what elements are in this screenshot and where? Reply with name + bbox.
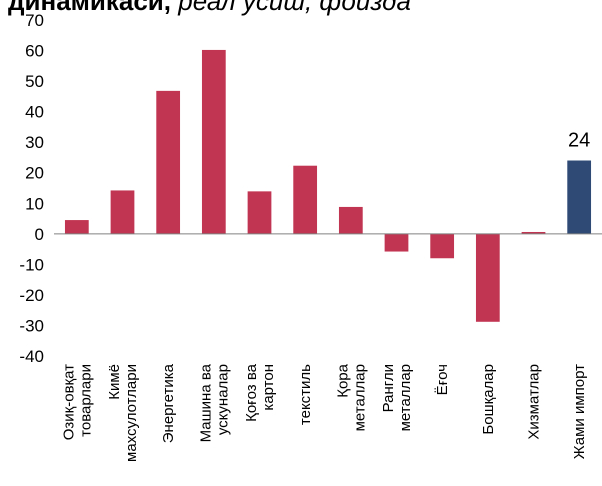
x-tick-label: Хизматлар [526,364,543,440]
y-tick-label: 20 [25,164,44,183]
x-tick-label: Жами импорт [571,364,588,459]
y-tick-label: 60 [25,42,44,61]
bar-7 [384,233,409,252]
chart-title: динамикаси, реал ўсиш, фоизда [8,0,411,17]
y-tick-label: 70 [25,11,44,30]
chart-title-bold: динамикаси, [8,0,172,16]
x-tick-label: Энергетика [160,363,177,443]
y-tick-label: 0 [35,225,44,244]
y-tick-label: -40 [19,347,44,366]
x-tick-label: махсулотлари [123,364,140,462]
bars [64,49,592,322]
x-tick-label: Рангли [380,364,397,412]
x-tick-label: металлар [397,364,414,431]
bar-0 [64,220,89,234]
y-tick-label: -10 [19,255,44,274]
y-tick-label: 10 [25,194,44,213]
bar-3 [201,49,226,234]
y-tick-label: 50 [25,72,44,91]
data-labels: 24 [568,130,590,152]
x-tick-label: текстиль [297,364,314,425]
x-tick-label: Ёғоч [434,364,451,395]
x-tick-label: Кимё [106,364,123,400]
x-tick-label: ускуналар [214,364,231,435]
x-tick-label: Машина ва [197,363,214,442]
bar-9 [475,233,500,322]
bar-2 [156,90,181,234]
bar-6 [338,206,363,234]
bar-1 [110,190,135,234]
bar-4 [247,191,272,234]
y-tick-label: 30 [25,133,44,152]
bar-11 [567,160,592,234]
bar-8 [430,233,455,259]
y-tick-label: -30 [19,316,44,335]
x-tick-label: Бошқалар [480,364,497,435]
y-tick-label: 40 [25,103,44,122]
x-axis-labels: Озиқ-овқат товарлари Кимё махсулотлари Энерг… [60,363,588,462]
x-tick-label: Қора [334,363,351,397]
x-tick-label: товарлари [77,364,94,437]
y-axis-ticks: -40 -30 -20 -10 0 10 20 30 40 50 60 70 [19,11,44,366]
bar-10 [521,231,546,234]
x-tick-label: Озиқ-овқат [60,364,77,440]
y-tick-label: -20 [19,286,44,305]
data-label: 24 [568,130,590,152]
chart-title-italic: реал ўсиш, фоизда [171,0,411,16]
bar-5 [293,165,318,234]
x-tick-label: металлар [351,364,368,431]
x-tick-label: картон [260,364,277,411]
x-tick-label: Қоғоз ва [243,363,260,422]
